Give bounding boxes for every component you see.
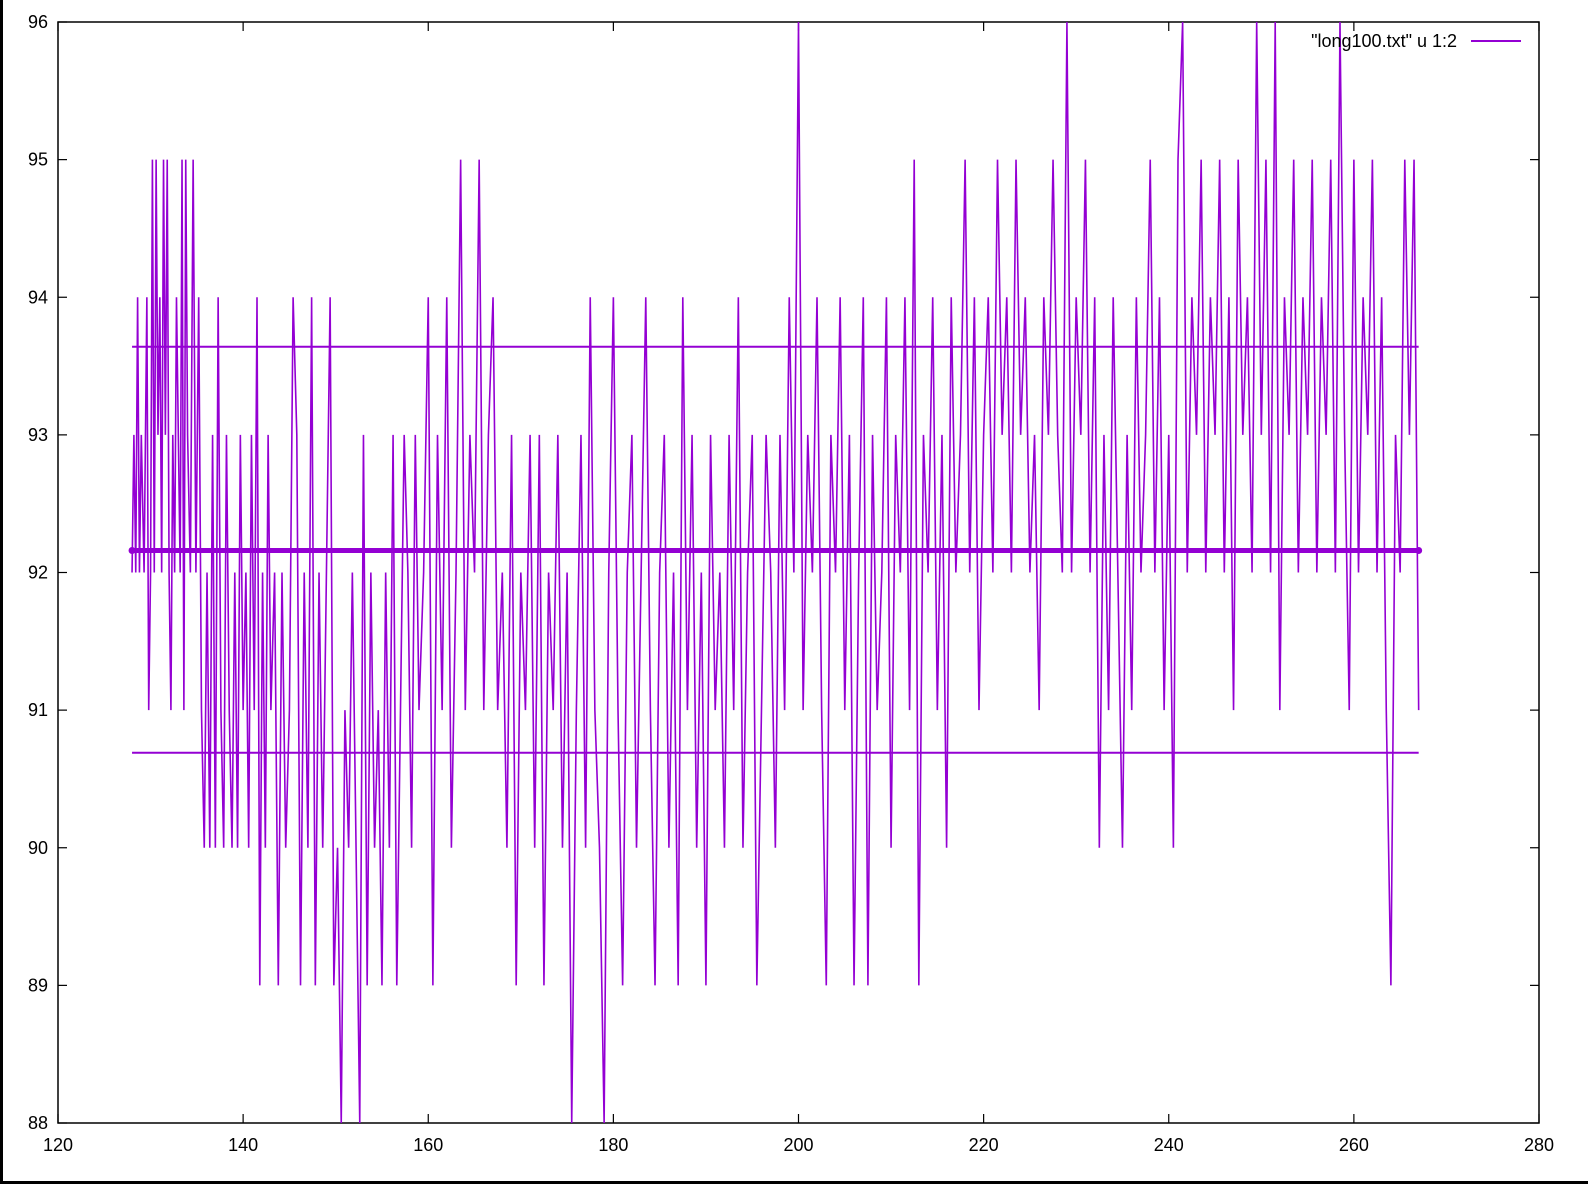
x-tick-label: 160 <box>413 1135 443 1155</box>
series-line <box>131 21 1420 1124</box>
y-tick-label: 90 <box>28 838 48 858</box>
x-tick-label: 120 <box>43 1135 73 1155</box>
y-tick-label: 91 <box>28 700 48 720</box>
y-tick-label: 95 <box>28 150 48 170</box>
x-tick-label: 180 <box>598 1135 628 1155</box>
mean-line-end-marker <box>1415 546 1423 554</box>
y-tick-label: 89 <box>28 975 48 995</box>
y-tick-label: 93 <box>28 425 48 445</box>
legend-label: "long100.txt" u 1:2 <box>1311 31 1457 51</box>
x-tick-label: 260 <box>1339 1135 1369 1155</box>
frame-bottom-edge <box>0 1181 1588 1184</box>
y-tick-label: 94 <box>28 287 48 307</box>
x-tick-label: 240 <box>1154 1135 1184 1155</box>
x-tick-label: 200 <box>783 1135 813 1155</box>
y-tick-label: 88 <box>28 1113 48 1133</box>
x-tick-label: 220 <box>969 1135 999 1155</box>
y-tick-label: 96 <box>28 12 48 32</box>
y-tick-label: 92 <box>28 563 48 583</box>
x-tick-label: 140 <box>228 1135 258 1155</box>
frame-left-edge <box>0 0 3 1184</box>
x-tick-label: 280 <box>1524 1135 1554 1155</box>
